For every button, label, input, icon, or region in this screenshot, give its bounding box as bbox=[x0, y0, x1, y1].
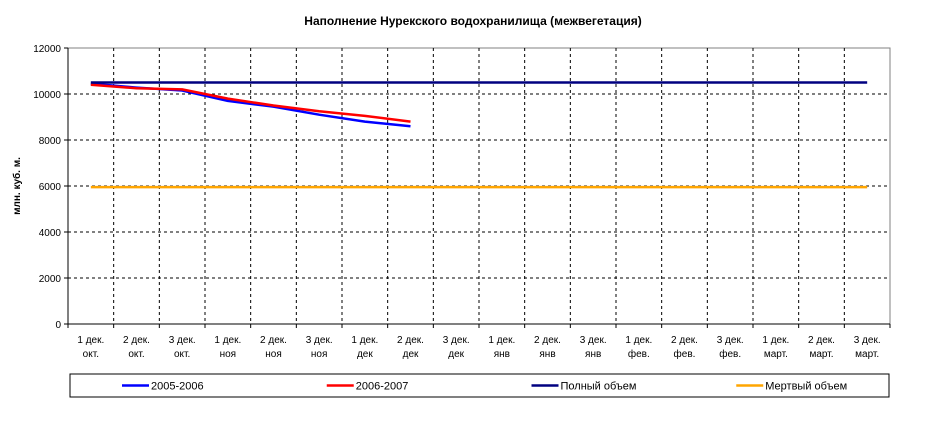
chart-title: Наполнение Нурекского водохранилища (меж… bbox=[304, 14, 641, 28]
legend-label: 2006-2007 bbox=[356, 381, 409, 393]
y-axis-label: млн. куб. м. bbox=[11, 157, 23, 215]
x-tick-label: янв bbox=[539, 349, 555, 360]
x-tick-label: ноя bbox=[265, 349, 282, 360]
x-tick-label: фев. bbox=[719, 348, 741, 360]
x-tick-label: фев. bbox=[628, 348, 650, 360]
x-tick-label: 2 дек. bbox=[671, 335, 698, 346]
x-tick-label: янв bbox=[585, 349, 601, 360]
x-tick-label: ноя bbox=[220, 349, 237, 360]
legend-label: Мертвый объем bbox=[765, 381, 847, 393]
y-tick-label: 4000 bbox=[39, 228, 62, 239]
x-tick-label: фев. bbox=[674, 348, 696, 360]
x-tick-label: 1 дек. bbox=[351, 335, 378, 346]
y-tick-label: 8000 bbox=[39, 136, 62, 147]
x-tick-label: дек bbox=[403, 349, 419, 360]
x-tick-label: 1 дек. bbox=[77, 335, 104, 346]
x-tick-label: март. bbox=[855, 349, 879, 360]
legend-label: 2005-2006 bbox=[151, 381, 204, 393]
x-tick-label: 3 дек. bbox=[306, 335, 333, 346]
x-tick-label: 3 дек. bbox=[854, 335, 881, 346]
x-tick-label: ноя bbox=[311, 349, 328, 360]
x-tick-label: 2 дек. bbox=[808, 335, 835, 346]
plot-area: 0 2000 4000 6000 8000 10000 12000 1 дек. окт. 2 д… bbox=[33, 44, 891, 360]
series-line-2 bbox=[90, 83, 411, 123]
x-tick-label: янв bbox=[494, 349, 510, 360]
x-tick-label: 2 дек. bbox=[397, 335, 424, 346]
y-tick-label: 2000 bbox=[39, 274, 62, 285]
x-tick-label: март. bbox=[764, 349, 788, 360]
x-tick-label: 3 дек. bbox=[580, 335, 607, 346]
y-tick-label: 12000 bbox=[33, 44, 61, 55]
legend-box bbox=[69, 373, 890, 398]
x-tick-label: 1 дек. bbox=[762, 335, 789, 346]
x-tick-label: 3 дек. bbox=[169, 335, 196, 346]
x-tick-label: 2 дек. bbox=[123, 335, 150, 346]
x-tick-label: март. bbox=[809, 349, 833, 360]
x-tick-label: окт. bbox=[83, 349, 99, 360]
x-tick-label: дек bbox=[357, 349, 373, 360]
y-tick-label: 6000 bbox=[39, 182, 62, 193]
x-tick-label: 1 дек. bbox=[625, 335, 652, 346]
x-tick-label: 1 дек. bbox=[488, 335, 515, 346]
x-tick-label: дек bbox=[448, 349, 464, 360]
y-tick-label: 0 bbox=[55, 320, 61, 331]
y-tick-label: 10000 bbox=[33, 90, 61, 101]
x-tick-label: окт. bbox=[128, 349, 144, 360]
legend: 2005-2006 2006-2007 Полный объем Мертвый об… bbox=[69, 373, 890, 398]
x-tick-label: окт. bbox=[174, 349, 190, 360]
x-tick-label: 1 дек. bbox=[214, 335, 241, 346]
x-tick-label: 2 дек. bbox=[534, 335, 561, 346]
x-tick-label: 3 дек. bbox=[717, 335, 744, 346]
x-tick-label: 2 дек. bbox=[260, 335, 287, 346]
legend-label: Полный объем bbox=[561, 381, 637, 393]
x-tick-label: 3 дек. bbox=[443, 335, 470, 346]
